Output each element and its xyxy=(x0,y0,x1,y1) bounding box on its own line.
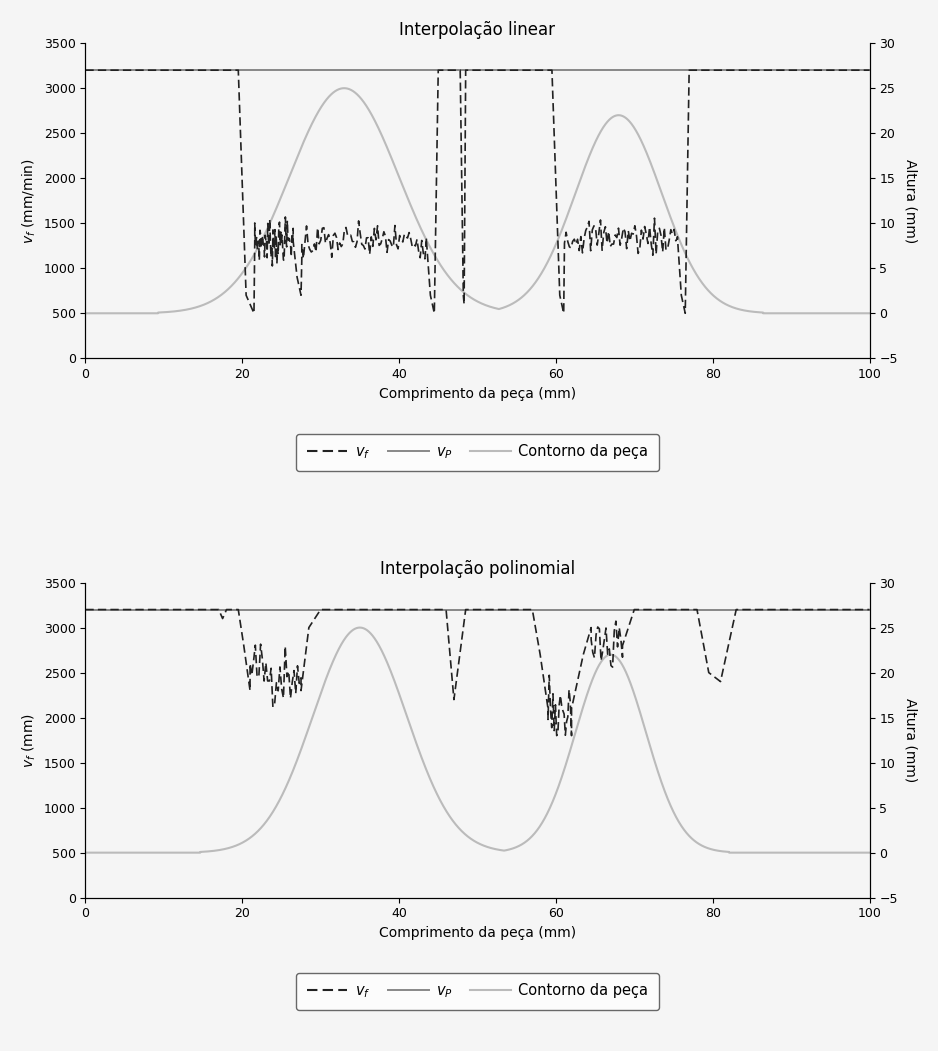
Legend: $v_f$, $v_P$, Contorno da peça: $v_f$, $v_P$, Contorno da peça xyxy=(296,973,658,1010)
Y-axis label: Altura (mm): Altura (mm) xyxy=(903,698,917,782)
Y-axis label: Altura (mm): Altura (mm) xyxy=(903,159,917,243)
Title: Interpolação polinomial: Interpolação polinomial xyxy=(380,560,575,578)
X-axis label: Comprimento da peça (mm): Comprimento da peça (mm) xyxy=(379,387,576,400)
Y-axis label: $v_f$ (mm/min): $v_f$ (mm/min) xyxy=(21,158,38,244)
X-axis label: Comprimento da peça (mm): Comprimento da peça (mm) xyxy=(379,926,576,940)
Legend: $v_f$, $v_P$, Contorno da peça: $v_f$, $v_P$, Contorno da peça xyxy=(296,434,658,471)
Title: Interpolação linear: Interpolação linear xyxy=(400,21,555,39)
Y-axis label: $v_f$ (mm): $v_f$ (mm) xyxy=(21,713,38,767)
